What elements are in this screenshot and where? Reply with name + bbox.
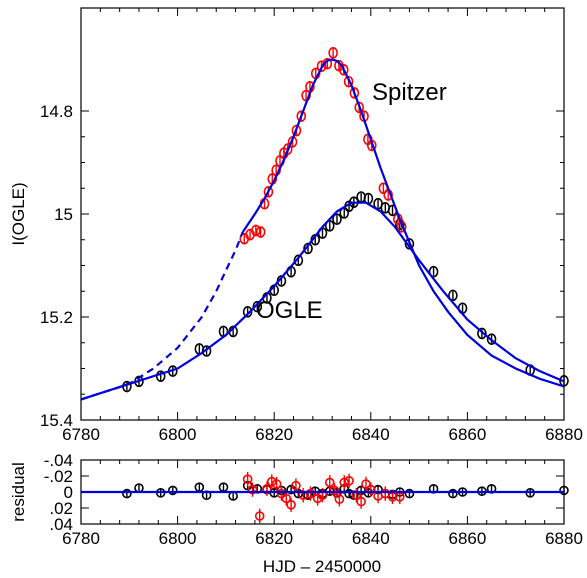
data-point <box>344 475 354 486</box>
x-tick-label: 6860 <box>448 529 486 548</box>
model-curve-3 <box>241 58 565 388</box>
y-tick-label: 15 <box>54 205 73 224</box>
spitzer-points <box>239 47 407 245</box>
y-tick-label: .04 <box>49 515 73 534</box>
data-point <box>448 289 458 302</box>
main-ticks <box>80 8 565 421</box>
y-tick-label: .02 <box>49 499 73 518</box>
data-point <box>254 511 265 521</box>
data-point <box>404 238 415 250</box>
x-tick-label: 6780 <box>62 529 100 548</box>
data-point <box>242 306 253 318</box>
data-point <box>349 87 360 99</box>
data-point <box>303 242 313 255</box>
model-curve-4 <box>80 231 244 401</box>
data-point <box>486 333 497 345</box>
data-point <box>339 477 350 488</box>
data-point <box>428 265 439 278</box>
data-point <box>167 485 178 496</box>
data-point <box>291 124 302 137</box>
data-point <box>251 224 261 237</box>
main-panel: 6780 6800 6820 6840 6860 6880 14.8 15 15.2 15.4 I… <box>9 7 583 444</box>
data-point <box>448 488 458 499</box>
x-tick-label: 6860 <box>448 425 486 444</box>
data-point <box>404 488 415 499</box>
residual-plot-frame <box>80 459 565 525</box>
data-point <box>324 220 335 232</box>
data-point <box>247 484 258 495</box>
x-tick-label: 6820 <box>255 425 293 444</box>
x-tick-label: 6840 <box>352 425 390 444</box>
data-point <box>276 488 287 499</box>
data-point <box>338 64 349 76</box>
data-point <box>286 499 296 510</box>
spitzer-points <box>242 472 405 524</box>
data-point <box>305 488 316 499</box>
data-point <box>201 345 212 357</box>
data-point <box>266 476 277 487</box>
x-tick-label: 6780 <box>62 425 100 444</box>
annotation-ogle: OGLE <box>256 297 323 324</box>
main-series <box>80 47 569 401</box>
data-point <box>329 485 340 496</box>
x-tick-label: 6800 <box>159 425 197 444</box>
data-point <box>324 477 335 488</box>
data-point <box>296 110 307 122</box>
data-point <box>281 493 292 504</box>
x-tick-label: 6800 <box>159 529 197 548</box>
main-tick-labels: 6780 6800 6820 6840 6860 6880 14.8 15 15.2 15.4 <box>40 102 583 444</box>
data-point <box>263 186 274 198</box>
data-point <box>328 47 338 59</box>
data-point <box>343 75 354 88</box>
data-point <box>361 479 371 489</box>
data-point <box>354 101 365 114</box>
residual-ylabel: residual <box>9 462 28 522</box>
x-tick-label: 6880 <box>545 529 583 548</box>
data-point <box>334 494 345 505</box>
model-curve-2 <box>80 201 565 401</box>
data-point <box>316 60 327 72</box>
main-ylabel: I(OGLE) <box>9 182 28 245</box>
x-tick-label: 6840 <box>352 529 390 548</box>
x-tick-label: 6880 <box>545 425 583 444</box>
residual-series <box>81 472 569 524</box>
data-point <box>122 488 132 499</box>
residual-tick-labels: 6780 6800 6820 6840 6860 6880 -.04-.020.02.04 <box>44 451 583 548</box>
residual-panel: 6780 6800 6820 6840 6860 6880-.04-.020.02.04 … <box>9 451 583 576</box>
data-point <box>293 254 304 267</box>
main-plot-frame <box>80 7 565 421</box>
y-tick-label: 15.2 <box>40 308 73 327</box>
data-point <box>242 474 253 485</box>
ogle-points <box>122 480 569 501</box>
y-tick-label: 14.8 <box>40 102 73 121</box>
y-tick-label: -.02 <box>44 467 73 486</box>
data-point <box>356 496 366 507</box>
data-point <box>332 213 342 225</box>
residual-xlabel: HJD – 2450000 <box>263 557 381 576</box>
data-point <box>282 143 293 155</box>
data-point <box>271 479 282 489</box>
annotation-spitzer: Spitzer <box>372 79 447 106</box>
x-tick-label: 6820 <box>255 529 293 548</box>
y-tick-label: 15.4 <box>40 411 73 430</box>
data-point <box>255 226 266 238</box>
data-point <box>291 480 301 491</box>
data-point <box>365 484 376 495</box>
data-point <box>477 327 487 340</box>
y-tick-label: -.04 <box>44 451 73 470</box>
y-tick-label: 0 <box>64 483 73 502</box>
